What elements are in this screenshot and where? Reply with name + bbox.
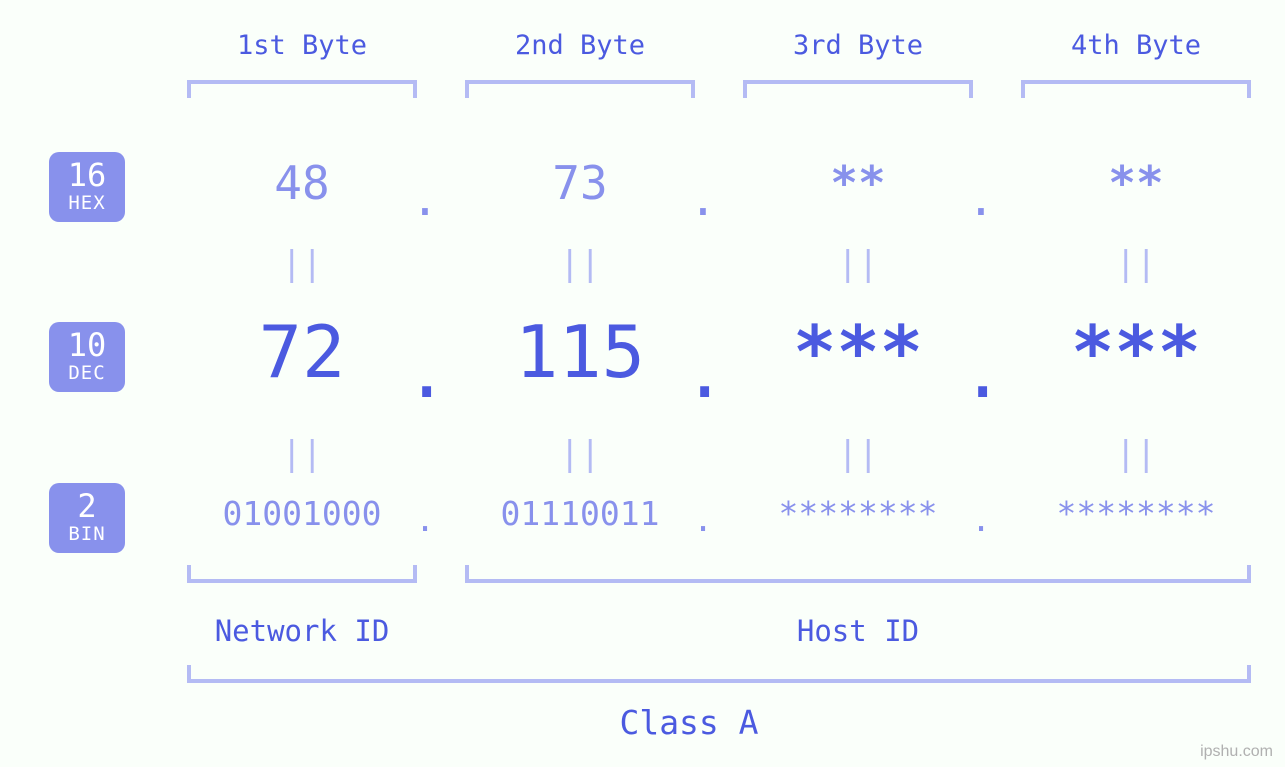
dec-dot-3: . <box>961 330 1001 414</box>
eq-hex-dec-3: || <box>739 244 977 284</box>
badge-dec-label: DEC <box>49 363 125 384</box>
bracket-byte-3 <box>743 80 973 98</box>
bracket-class <box>187 665 1251 683</box>
byte-header-4: 4th Byte <box>1021 30 1251 61</box>
byte-header-1: 1st Byte <box>187 30 417 61</box>
hex-dot-2: . <box>683 172 723 226</box>
badge-bin-label: BIN <box>49 524 125 545</box>
bin-byte-1: 01001000 <box>183 494 421 533</box>
hex-dot-3: . <box>961 172 1001 226</box>
dec-dot-1: . <box>405 330 445 414</box>
bin-dot-1: . <box>405 500 445 539</box>
badge-bin-base: 2 <box>49 489 125 524</box>
hex-byte-3: ** <box>739 156 977 210</box>
eq-dec-bin-2: || <box>461 434 699 474</box>
badge-hex-label: HEX <box>49 193 125 214</box>
byte-header-2: 2nd Byte <box>465 30 695 61</box>
hex-byte-4: ** <box>1017 156 1255 210</box>
dec-byte-2: 115 <box>461 310 699 394</box>
ip-diagram: 1st Byte 2nd Byte 3rd Byte 4th Byte 16 H… <box>0 0 1285 767</box>
eq-dec-bin-4: || <box>1017 434 1255 474</box>
badge-dec: 10 DEC <box>49 322 125 392</box>
badge-hex-base: 16 <box>49 158 125 193</box>
bin-dot-2: . <box>683 500 723 539</box>
badge-dec-base: 10 <box>49 328 125 363</box>
badge-bin: 2 BIN <box>49 483 125 553</box>
bracket-host-id <box>465 565 1251 583</box>
label-network-id: Network ID <box>183 614 421 648</box>
dec-byte-3: *** <box>739 310 977 394</box>
eq-hex-dec-2: || <box>461 244 699 284</box>
dec-byte-1: 72 <box>183 310 421 394</box>
bracket-byte-1 <box>187 80 417 98</box>
hex-byte-1: 48 <box>183 156 421 210</box>
label-class: Class A <box>183 703 1195 742</box>
bin-byte-2: 01110011 <box>461 494 699 533</box>
bin-byte-3: ******** <box>739 494 977 533</box>
dec-dot-2: . <box>683 330 723 414</box>
badge-hex: 16 HEX <box>49 152 125 222</box>
bracket-byte-4 <box>1021 80 1251 98</box>
bin-dot-3: . <box>961 500 1001 539</box>
eq-hex-dec-4: || <box>1017 244 1255 284</box>
label-host-id: Host ID <box>461 614 1255 648</box>
bracket-byte-2 <box>465 80 695 98</box>
byte-header-3: 3rd Byte <box>743 30 973 61</box>
eq-dec-bin-3: || <box>739 434 977 474</box>
hex-dot-1: . <box>405 172 445 226</box>
bracket-network-id <box>187 565 417 583</box>
bin-byte-4: ******** <box>1017 494 1255 533</box>
watermark: ipshu.com <box>1200 743 1273 761</box>
hex-byte-2: 73 <box>461 156 699 210</box>
eq-dec-bin-1: || <box>183 434 421 474</box>
dec-byte-4: *** <box>1017 310 1255 394</box>
eq-hex-dec-1: || <box>183 244 421 284</box>
